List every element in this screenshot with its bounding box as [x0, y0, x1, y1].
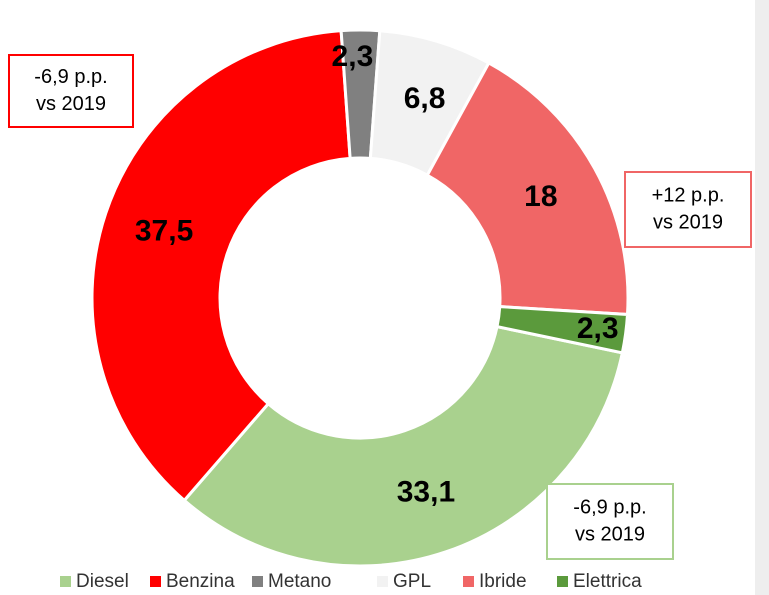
side-strip: [755, 0, 769, 595]
donut-segment: [90, 29, 352, 503]
donut-segment: [425, 60, 630, 317]
legend-label: Metano: [268, 571, 331, 592]
data-label: 2,3: [332, 40, 374, 73]
annotation-text: -6,9 p.p.: [34, 66, 107, 88]
legend-label: Benzina: [166, 571, 235, 592]
data-label: 37,5: [135, 215, 193, 248]
legend-label: Elettrica: [573, 571, 642, 592]
legend-marker: [60, 576, 71, 587]
annotation-text: vs 2019: [653, 211, 723, 233]
annotation-text: -6,9 p.p.: [573, 496, 646, 518]
annotation-text: vs 2019: [575, 523, 645, 545]
data-label: 33,1: [397, 476, 455, 509]
data-label: 18: [524, 180, 557, 213]
annotation-text: +12 p.p.: [652, 184, 725, 206]
legend-label: GPL: [393, 571, 431, 592]
annotation-box: [624, 171, 752, 248]
legend-label: Ibride: [479, 571, 527, 592]
data-label: 2,3: [577, 312, 619, 345]
annotation-text: vs 2019: [36, 93, 106, 115]
data-label: 6,8: [404, 82, 446, 115]
legend-label: Diesel: [76, 571, 129, 592]
annotation-box: [8, 54, 134, 128]
donut-segment: [495, 305, 630, 355]
legend-marker: [377, 576, 388, 587]
legend-marker: [150, 576, 161, 587]
donut-segment: [182, 324, 625, 568]
legend-marker: [463, 576, 474, 587]
legend-marker: [557, 576, 568, 587]
legend-marker: [252, 576, 263, 587]
annotation-box: [546, 483, 674, 560]
